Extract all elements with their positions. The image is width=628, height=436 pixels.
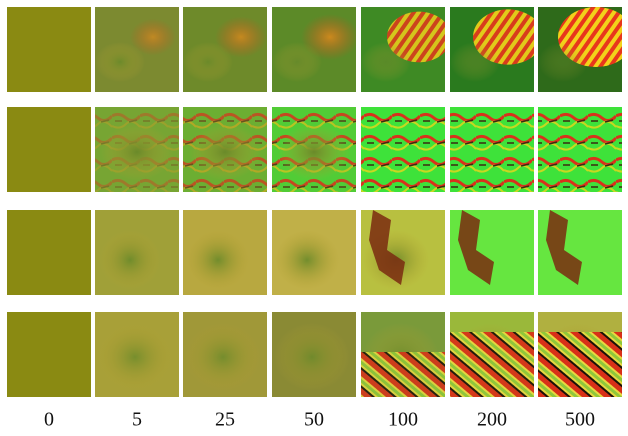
image-tile (7, 7, 91, 92)
image-tile (95, 210, 179, 295)
image-tile (272, 7, 356, 92)
image-tile (361, 312, 445, 397)
haze (361, 42, 411, 82)
image-tile (95, 107, 179, 192)
column-label: 25 (215, 409, 235, 431)
image-tile (183, 210, 267, 295)
haze (101, 124, 173, 180)
pattern (450, 332, 534, 397)
haze (278, 124, 350, 180)
image-tile (272, 107, 356, 192)
column-label: 0 (44, 409, 54, 431)
haze (99, 230, 161, 290)
image-tile (7, 312, 91, 397)
image-tile (538, 7, 622, 92)
image-tile (95, 312, 179, 397)
blob (130, 18, 176, 56)
column-label: 100 (388, 409, 418, 431)
tile-bg (7, 7, 91, 92)
image-tile (361, 7, 445, 92)
haze (272, 42, 322, 82)
image-tile (7, 210, 91, 295)
haze (97, 323, 173, 391)
pattern (538, 107, 622, 192)
image-tile (538, 312, 622, 397)
image-tile (7, 107, 91, 192)
pattern (450, 107, 534, 192)
dark-shape (369, 210, 405, 285)
haze (538, 42, 588, 82)
column-label: 500 (565, 409, 595, 431)
blob (215, 16, 267, 58)
image-tile (450, 210, 534, 295)
pattern (361, 352, 445, 397)
image-tile (183, 107, 267, 192)
image-tile (361, 107, 445, 192)
image-tile (538, 107, 622, 192)
pattern (538, 332, 622, 397)
haze (185, 323, 261, 391)
column-label: 5 (132, 409, 142, 431)
image-tile (450, 312, 534, 397)
column-label: 200 (477, 409, 507, 431)
haze (450, 42, 500, 82)
pattern (361, 107, 445, 192)
dark-shape (458, 210, 494, 285)
haze (186, 230, 250, 290)
image-tile (95, 7, 179, 92)
tile-bg (7, 210, 91, 295)
tile-bg (7, 312, 91, 397)
image-tile (272, 312, 356, 397)
haze (189, 124, 261, 180)
column-label: 50 (304, 409, 324, 431)
haze (95, 42, 145, 82)
haze (274, 230, 340, 290)
image-tile (538, 210, 622, 295)
tile-bg (7, 107, 91, 192)
image-tile (272, 210, 356, 295)
haze (183, 42, 233, 82)
image-tile (361, 210, 445, 295)
image-tile (450, 107, 534, 192)
haze (274, 323, 350, 391)
dark-shape (546, 210, 582, 285)
image-tile (450, 7, 534, 92)
image-tile (183, 312, 267, 397)
image-tile (183, 7, 267, 92)
